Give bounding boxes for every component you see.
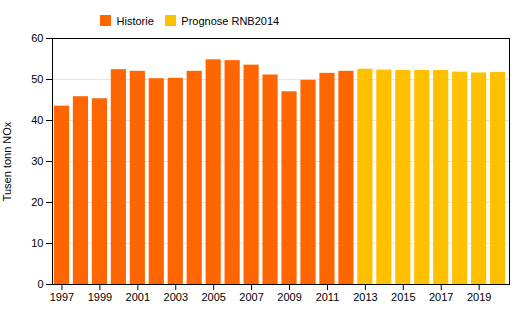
- svg-text:Tusen tonn NOx: Tusen tonn NOx: [1, 121, 13, 201]
- svg-text:2019: 2019: [467, 291, 491, 303]
- svg-text:20: 20: [31, 196, 43, 208]
- svg-text:30: 30: [31, 155, 43, 167]
- svg-text:60: 60: [31, 32, 43, 44]
- svg-text:50: 50: [31, 73, 43, 85]
- svg-text:2011: 2011: [316, 291, 340, 303]
- svg-text:2005: 2005: [201, 291, 225, 303]
- svg-text:2001: 2001: [126, 291, 150, 303]
- svg-text:2003: 2003: [164, 291, 188, 303]
- svg-text:2015: 2015: [391, 291, 415, 303]
- svg-text:2013: 2013: [353, 291, 377, 303]
- svg-text:1997: 1997: [50, 291, 74, 303]
- html-text:Prognose RNB2014: Prognose RNB2014: [181, 14, 280, 27]
- svg-text:2017: 2017: [429, 291, 453, 303]
- svg-text:1999: 1999: [88, 291, 112, 303]
- svg-text:40: 40: [31, 114, 43, 126]
- svg-text:2007: 2007: [239, 291, 263, 303]
- svg-text:2009: 2009: [277, 291, 301, 303]
- svg-text:0: 0: [37, 278, 43, 290]
- html-text:Historie: Historie: [116, 14, 154, 27]
- svg-text:10: 10: [31, 237, 43, 249]
